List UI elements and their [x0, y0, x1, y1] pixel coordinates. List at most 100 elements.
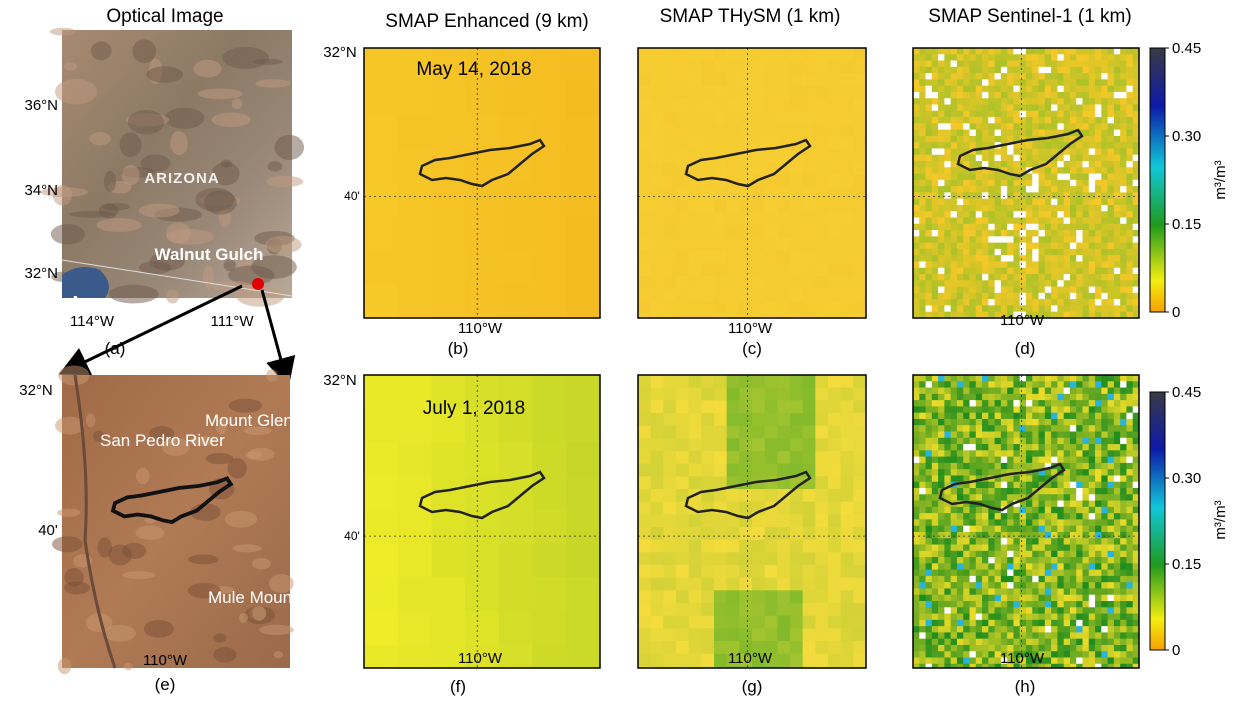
- pixel: [995, 287, 1002, 294]
- pixel: [963, 526, 970, 533]
- pixel: [1120, 507, 1127, 514]
- terrain: [139, 204, 180, 218]
- pixel: [1020, 86, 1027, 93]
- pixel: [1095, 658, 1102, 665]
- pixel: [926, 494, 933, 501]
- pixel: [988, 494, 995, 501]
- pixel: [951, 570, 958, 577]
- pixel: [398, 115, 432, 149]
- pixel: [988, 419, 995, 426]
- pixel: [1001, 639, 1008, 646]
- pixel: [926, 526, 933, 533]
- pixel: [777, 213, 790, 226]
- pixel: [995, 419, 1002, 426]
- pixel: [919, 117, 926, 124]
- pixel: [913, 400, 920, 407]
- terrain: [50, 28, 77, 36]
- pixel: [1120, 274, 1127, 281]
- pixel: [663, 514, 676, 527]
- pixel: [963, 268, 970, 275]
- pixel: [651, 289, 664, 302]
- pixel: [566, 611, 600, 645]
- pixel: [1070, 375, 1077, 382]
- pixel: [1083, 475, 1090, 482]
- pixel: [957, 243, 964, 250]
- pixel: [1032, 67, 1039, 74]
- terrain: [252, 558, 271, 570]
- pixel: [651, 540, 664, 553]
- pixel: [651, 200, 664, 213]
- pixel: [1076, 576, 1083, 583]
- pixel: [1020, 79, 1027, 86]
- pixel: [1064, 261, 1071, 268]
- pixel: [963, 293, 970, 300]
- pixel: [1089, 299, 1096, 306]
- pixel: [938, 79, 945, 86]
- pixel: [752, 225, 765, 238]
- pixel: [727, 426, 740, 439]
- pixel: [1089, 67, 1096, 74]
- pixel: [926, 261, 933, 268]
- pixel: [913, 205, 920, 212]
- pixel: [938, 614, 945, 621]
- pixel: [938, 375, 945, 382]
- pixel: [790, 73, 803, 86]
- pixel: [663, 413, 676, 426]
- pixel: [828, 301, 841, 314]
- pixel: [1083, 205, 1090, 212]
- pixel: [1126, 507, 1133, 514]
- pixel: [638, 162, 651, 175]
- pixel: [803, 263, 816, 276]
- pixel: [765, 276, 778, 289]
- pixel: [1126, 620, 1133, 627]
- pixel: [988, 626, 995, 633]
- pixel: [1126, 205, 1133, 212]
- pixel: [828, 590, 841, 603]
- pixel: [1045, 205, 1052, 212]
- pixel: [944, 224, 951, 231]
- pixel: [701, 527, 714, 540]
- pixel: [1108, 406, 1115, 413]
- pixel: [1101, 595, 1108, 602]
- pixel: [970, 513, 977, 520]
- pixel: [1114, 538, 1121, 545]
- pixel: [1020, 268, 1027, 275]
- pixel: [651, 73, 664, 86]
- pixel: [976, 155, 983, 162]
- pixel: [938, 432, 945, 439]
- pixel: [1001, 570, 1008, 577]
- pixel: [790, 375, 803, 388]
- pixel: [701, 213, 714, 226]
- pixel: [913, 123, 920, 130]
- pixel: [1108, 582, 1115, 589]
- pixel: [1013, 419, 1020, 426]
- pixel: [752, 276, 765, 289]
- pixel: [1120, 482, 1127, 489]
- pixel: [1114, 218, 1121, 225]
- pixel: [932, 48, 939, 55]
- pixel: [951, 632, 958, 639]
- pixel: [951, 626, 958, 633]
- pixel: [982, 174, 989, 181]
- pixel: [988, 243, 995, 250]
- pixel: [676, 578, 689, 591]
- pixel: [828, 527, 841, 540]
- pixel: [1114, 86, 1121, 93]
- pixel: [1120, 601, 1127, 608]
- pixel: [982, 117, 989, 124]
- terrain: [124, 663, 133, 671]
- colorbar-tick-label: 0.30: [1172, 470, 1201, 487]
- pixel: [714, 514, 727, 527]
- terrain: [86, 414, 95, 428]
- pixel: [1114, 155, 1121, 162]
- pixel: [1045, 130, 1052, 137]
- pixel: [651, 502, 664, 515]
- pixel: [976, 174, 983, 181]
- pixel: [982, 632, 989, 639]
- pixel: [1001, 463, 1008, 470]
- pixel: [1108, 186, 1115, 193]
- pixel: [828, 552, 841, 565]
- pixel: [714, 552, 727, 565]
- pixel: [970, 607, 977, 614]
- pixel: [995, 148, 1002, 155]
